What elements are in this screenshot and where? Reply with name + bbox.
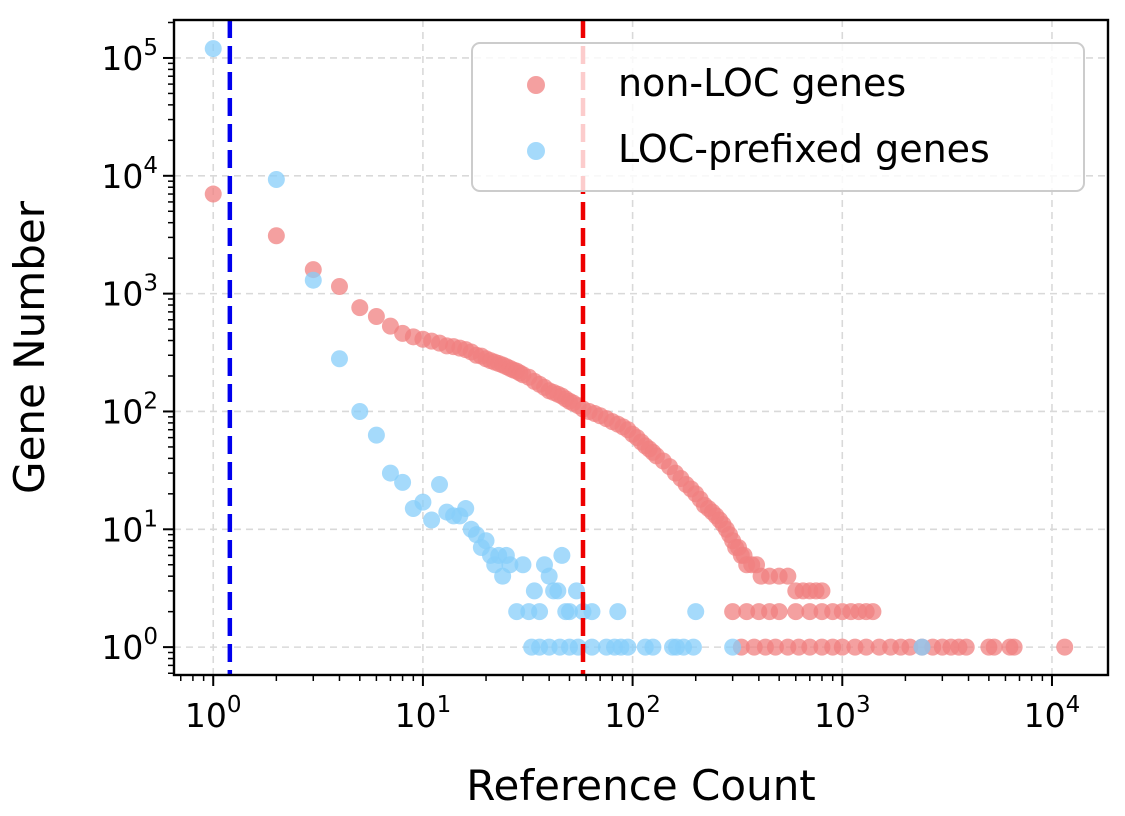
x-axis-label: Reference Count bbox=[466, 761, 816, 810]
data-points bbox=[204, 40, 1074, 656]
y-tick-label: 101 bbox=[101, 506, 158, 549]
data-point bbox=[394, 473, 412, 491]
data-point bbox=[864, 603, 882, 621]
data-point bbox=[770, 603, 788, 621]
data-point bbox=[330, 277, 348, 295]
data-point bbox=[787, 603, 805, 621]
data-point bbox=[414, 493, 432, 511]
data-point bbox=[501, 556, 519, 574]
data-point bbox=[477, 532, 495, 550]
x-tick-label: 101 bbox=[395, 692, 452, 735]
y-tick-label: 102 bbox=[101, 388, 158, 431]
data-point bbox=[801, 638, 819, 656]
data-point bbox=[304, 271, 322, 289]
data-point bbox=[514, 556, 532, 574]
plot-frame bbox=[172, 18, 1110, 677]
legend-marker-non-loc bbox=[527, 76, 545, 94]
data-point bbox=[540, 567, 558, 585]
data-point bbox=[567, 582, 585, 600]
data-point bbox=[857, 638, 875, 656]
data-point bbox=[367, 426, 385, 444]
data-point bbox=[833, 638, 851, 656]
data-point bbox=[901, 638, 919, 656]
data-point bbox=[619, 638, 637, 656]
legend-marker-loc-prefixed bbox=[527, 142, 545, 160]
legend-label-non-loc: non-LOC genes bbox=[618, 61, 906, 105]
legend-label-loc-prefixed: LOC-prefixed genes bbox=[618, 127, 990, 171]
x-tick-label: 104 bbox=[1024, 692, 1081, 735]
y-tick-label: 100 bbox=[101, 624, 158, 667]
data-point bbox=[957, 638, 975, 656]
series-1 bbox=[204, 40, 931, 656]
data-point bbox=[457, 500, 475, 518]
data-point bbox=[560, 603, 578, 621]
data-point bbox=[687, 603, 705, 621]
data-point bbox=[985, 638, 1003, 656]
y-tick-label: 105 bbox=[101, 35, 158, 78]
data-point bbox=[508, 603, 526, 621]
data-point bbox=[779, 567, 797, 585]
data-point bbox=[801, 603, 819, 621]
data-point bbox=[204, 40, 222, 58]
data-point bbox=[267, 171, 285, 189]
y-tick-label: 103 bbox=[101, 271, 158, 314]
data-point bbox=[525, 582, 543, 600]
data-point bbox=[423, 511, 441, 529]
x-tick-label: 102 bbox=[604, 692, 661, 735]
data-point bbox=[724, 603, 742, 621]
data-point bbox=[1056, 638, 1074, 656]
data-point bbox=[1005, 638, 1023, 656]
y-axis-label: Gene Number bbox=[5, 200, 54, 494]
data-point bbox=[684, 638, 702, 656]
data-point bbox=[738, 603, 756, 621]
data-point bbox=[583, 603, 601, 621]
data-point bbox=[267, 227, 285, 245]
data-point bbox=[351, 402, 369, 420]
data-point bbox=[553, 546, 571, 564]
legend-frame bbox=[471, 42, 1085, 192]
data-point bbox=[913, 638, 931, 656]
data-point bbox=[583, 638, 601, 656]
x-tick-label: 103 bbox=[814, 692, 871, 735]
data-point bbox=[531, 603, 549, 621]
data-point bbox=[204, 185, 222, 203]
data-point bbox=[367, 307, 385, 325]
x-tick-label: 100 bbox=[185, 692, 242, 735]
data-point bbox=[766, 638, 784, 656]
axis-ticks: 100 101 102 103 104 100 101 102 103 104 105 bbox=[101, 21, 1081, 735]
data-point bbox=[609, 603, 627, 621]
data-point bbox=[381, 464, 399, 482]
data-point bbox=[813, 582, 831, 600]
legend: non-LOC genes LOC-prefixed genes bbox=[471, 42, 1085, 192]
data-point bbox=[431, 475, 449, 493]
data-point bbox=[549, 582, 567, 600]
data-point bbox=[724, 638, 742, 656]
data-point bbox=[351, 299, 369, 317]
data-point bbox=[330, 350, 348, 368]
y-tick-label: 104 bbox=[101, 153, 158, 196]
data-point bbox=[644, 638, 662, 656]
